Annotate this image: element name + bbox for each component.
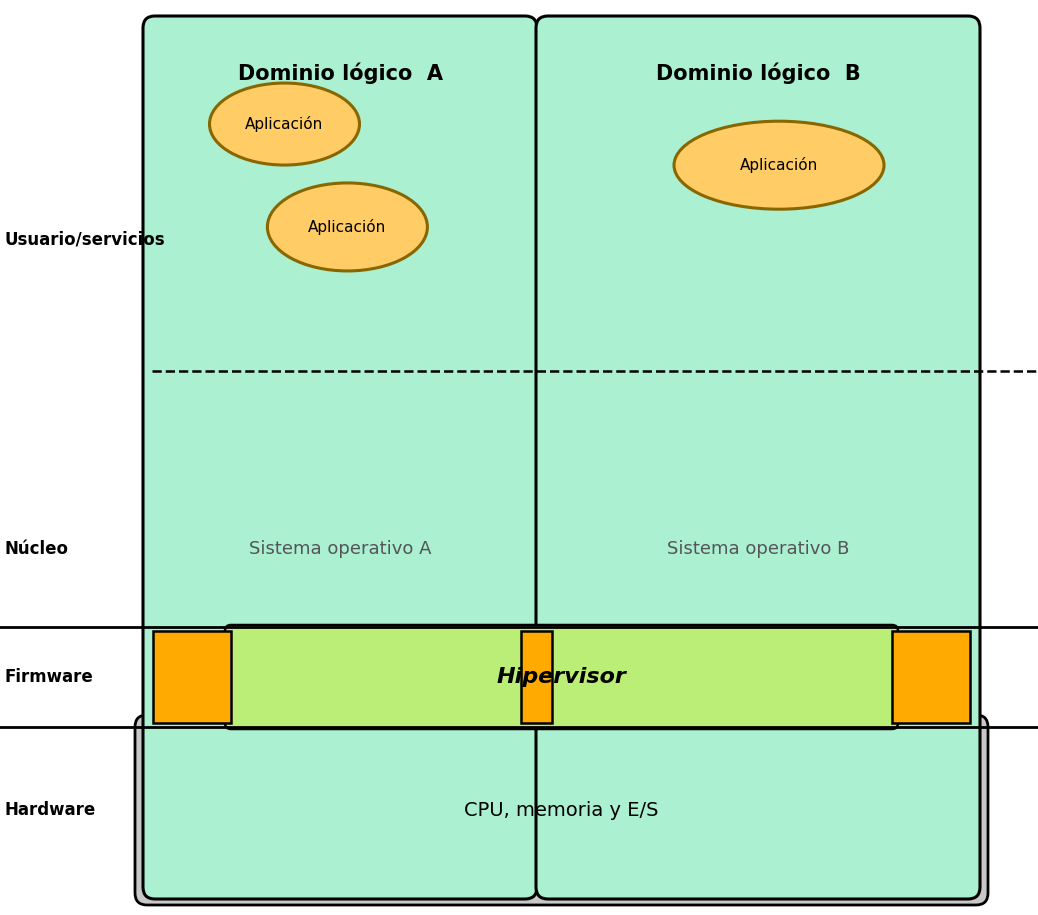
Text: Aplicación: Aplicación <box>308 219 386 235</box>
Text: Hardware: Hardware <box>4 801 95 819</box>
Text: Usuario/servicios: Usuario/servicios <box>4 231 165 249</box>
FancyBboxPatch shape <box>143 16 537 899</box>
Text: CPU, memoria y E/S: CPU, memoria y E/S <box>464 801 659 820</box>
FancyBboxPatch shape <box>135 715 988 905</box>
Text: Sistema operativo B: Sistema operativo B <box>666 540 849 558</box>
Text: Hipervisor: Hipervisor <box>496 667 627 687</box>
Text: Sistema operativo A: Sistema operativo A <box>249 540 431 558</box>
Bar <box>892 631 969 723</box>
Text: Aplicación: Aplicación <box>740 157 818 173</box>
Ellipse shape <box>674 121 884 210</box>
Ellipse shape <box>210 83 359 165</box>
Text: Aplicación: Aplicación <box>245 116 324 132</box>
Bar <box>521 631 552 723</box>
Text: Dominio lógico  B: Dominio lógico B <box>656 63 861 84</box>
Bar <box>153 631 231 723</box>
FancyBboxPatch shape <box>536 16 980 899</box>
FancyBboxPatch shape <box>225 625 898 729</box>
Text: Dominio lógico  A: Dominio lógico A <box>238 63 442 84</box>
Ellipse shape <box>268 183 428 271</box>
Text: Núcleo: Núcleo <box>4 540 69 558</box>
Text: Firmware: Firmware <box>4 668 92 686</box>
